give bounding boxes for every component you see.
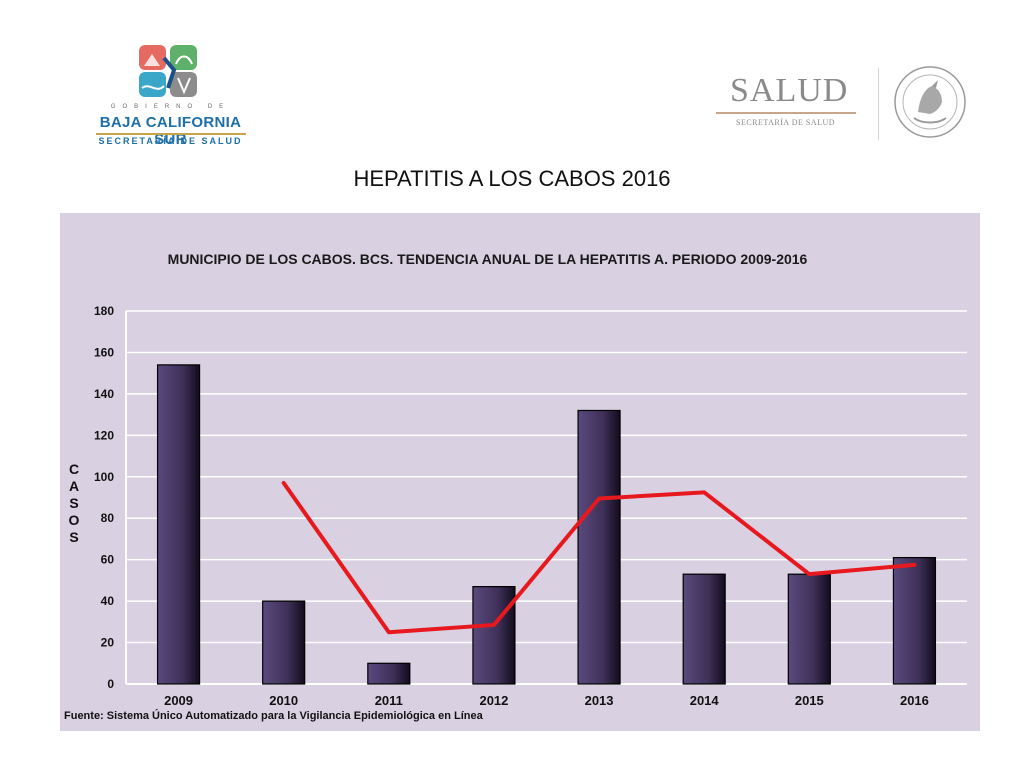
page-title: HEPATITIS A LOS CABOS 2016 [353, 166, 671, 191]
bar [367, 662, 411, 685]
y-tick-label: 100 [94, 470, 114, 484]
y-axis-label-letter: A [68, 478, 80, 494]
logo-gobierno-text: GOBIERNO DE [110, 104, 231, 110]
y-tick-label: 160 [94, 345, 114, 359]
bcs-government-logo: GOBIERNO DE BAJA CALIFORNIA SUR SECRETAR… [88, 40, 253, 150]
bar [472, 586, 516, 685]
y-tick-label: 0 [107, 677, 114, 691]
bar [577, 409, 621, 685]
logo-rule [96, 133, 246, 135]
bar [787, 573, 831, 685]
x-tick-label: 2011 [375, 693, 403, 708]
y-tick-label: 80 [101, 511, 115, 525]
salud-sub-text: SECRETARÍA DE SALUD [736, 118, 836, 127]
x-tick-label: 2016 [900, 693, 929, 708]
y-tick-label: 20 [101, 636, 115, 650]
x-tick-label: 2015 [795, 693, 824, 708]
bar [892, 556, 937, 685]
chart-title: MUNICIPIO DE LOS CABOS. BCS. TENDENCIA A… [167, 251, 808, 267]
y-axis-label-letter: S [69, 495, 79, 511]
bar [156, 364, 201, 685]
salud-logo: SALUD SECRETARÍA DE SALUD [712, 62, 968, 146]
bar [682, 573, 726, 685]
salud-wordmark: SALUD [730, 72, 849, 109]
x-tick-label: 2013 [585, 693, 614, 708]
y-tick-label: 120 [94, 428, 114, 442]
x-tick-label: 2014 [690, 693, 720, 708]
x-tick-label: 2009 [164, 693, 193, 708]
chart-canvas: 0 20 40 60 80 100 120 140 160 180 2009 2010 2011 2012… [94, 304, 967, 708]
logo-secretaria-text: SECRETARÍA DE SALUD [98, 136, 243, 146]
logo-state-name: BAJA CALIFORNIA SUR [99, 114, 242, 148]
bcs-emblem-icon [139, 45, 197, 97]
bar [262, 600, 306, 685]
y-axis-label-letter: S [69, 529, 79, 545]
y-axis-label-letter: O [68, 512, 80, 528]
y-tick-label: 180 [94, 304, 114, 318]
chart-frame: 0 20 40 60 80 100 120 140 160 180 2009 2010 2011 2012… [60, 213, 980, 731]
x-tick-label: 2010 [269, 693, 298, 708]
y-tick-label: 40 [101, 594, 115, 608]
salud-rule [716, 112, 856, 114]
y-tick-label: 140 [94, 387, 114, 401]
y-axis-label-letter: C [68, 461, 80, 477]
x-tick-label: 2012 [479, 693, 508, 708]
logo-divider [878, 68, 879, 140]
source-note: Fuente: Sistema Único Automatizado para … [64, 710, 483, 722]
y-tick-label: 60 [101, 553, 115, 567]
mexican-coat-of-arms-seal-icon [894, 66, 966, 138]
